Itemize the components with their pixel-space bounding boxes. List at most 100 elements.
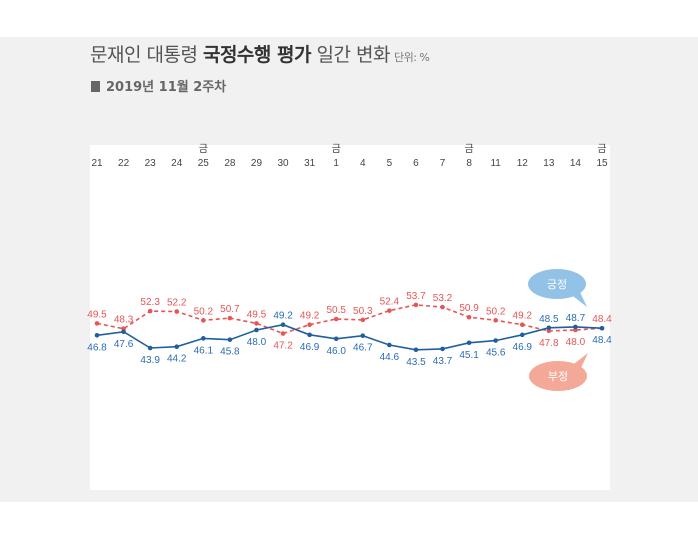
page-title: 문재인 대통령 국정수행 평가 일간 변화 단위: % [90,40,430,67]
x-tick-label: 25 [198,158,210,169]
positive-data-label: 49.2 [273,311,293,322]
positive-data-label: 46.7 [353,343,373,354]
positive-data-label: 46.0 [326,346,346,357]
x-tick-label: 22 [118,158,130,169]
positive-data-label: 48.7 [566,313,586,324]
title-light: 문재인 대통령 [90,44,198,66]
x-tick-label: 29 [251,158,263,169]
friday-marker: 금 [597,143,606,155]
plot-area [90,145,610,490]
negative-series-point [201,318,206,323]
friday-marker: 금 [332,143,341,155]
x-tick-label: 21 [91,158,103,169]
positive-data-label: 46.8 [87,342,107,353]
negative-data-label: 50.5 [326,305,346,316]
positive-data-label: 48.4 [592,335,612,346]
negative-data-label: 49.5 [247,309,267,320]
negative-data-label: 47.2 [273,341,293,352]
negative-data-label: 49.2 [300,311,320,322]
positive-data-label: 43.7 [433,356,453,367]
x-tick-label: 31 [304,158,316,169]
positive-data-label: 43.5 [406,357,426,368]
subtitle: 2019년 11월 2주차 [91,76,226,95]
positive-series-point [121,329,126,335]
positive-series-point [387,342,392,348]
negative-data-label: 50.9 [459,303,479,314]
positive-data-label: 46.1 [194,345,214,356]
positive-series-point [307,332,312,338]
negative-data-label: 47.8 [539,338,559,349]
negative-data-label: 50.7 [220,304,240,315]
x-tick-label: 12 [517,158,529,169]
negative-series-point [147,308,153,314]
negative-data-label: 50.3 [353,306,373,317]
negative-series-point [94,321,100,326]
positive-series-point [94,332,100,338]
negative-series-point [519,322,525,328]
negative-data-label: 49.2 [513,311,533,322]
x-tick-label: 5 [387,158,393,169]
negative-data-label: 52.4 [380,297,400,308]
positive-series-point [599,325,605,331]
negative-series-point [307,322,312,328]
negative-data-label: 53.7 [406,291,426,302]
positive-series-point [174,344,180,350]
negative-data-label: 53.2 [433,293,453,304]
negative-series-point [280,331,286,336]
negative-data-label: 50.2 [194,306,214,317]
positive-series-point [227,337,233,342]
positive-series-point [466,340,472,346]
x-tick-label: 6 [413,158,419,169]
negative-legend-label: 부정 [548,370,568,383]
negative-series-point [333,316,339,322]
negative-series-point [254,321,259,326]
positive-series-point [280,322,286,328]
positive-data-label: 47.6 [114,339,134,350]
negative-bubble [529,361,587,391]
x-tick-label: 23 [145,158,157,169]
positive-data-label: 46.9 [513,342,533,353]
positive-series-point [440,346,445,352]
positive-series-point [147,345,153,351]
negative-series-point [227,315,233,321]
negative-data-label: 48.3 [114,315,134,326]
negative-series-point [466,314,472,320]
positive-series-point [333,336,339,342]
x-tick-label: 13 [543,158,555,169]
x-tick-label: 11 [490,158,501,169]
negative-data-label: 49.5 [87,309,107,320]
x-tick-label: 1 [333,158,339,169]
positive-series-line [96,323,603,351]
positive-series-point [360,333,366,339]
positive-series-point [519,332,525,338]
positive-data-label: 45.6 [486,348,506,359]
x-tick-label: 24 [171,158,183,169]
friday-marker: 금 [199,143,208,155]
positive-bubble [528,269,586,299]
positive-data-label: 48.0 [247,337,267,348]
unit-label: 단위: % [393,51,430,64]
positive-data-label: 46.9 [300,342,320,353]
negative-series-point [413,302,419,308]
title-tail: 일간 변화 [316,44,391,66]
positive-data-label: 48.5 [539,314,559,325]
positive-legend-label: 긍정 [547,278,567,291]
negative-series-point [387,308,392,313]
positive-series-point [546,325,552,331]
negative-data-label: 52.2 [167,298,187,309]
positive-series-point [573,324,578,330]
x-tick-label: 8 [466,158,472,169]
negative-data-label: 48.0 [566,337,586,348]
positive-series-point [201,336,206,341]
x-tick-label: 30 [277,158,289,169]
x-tick-label: 7 [440,158,446,169]
negative-data-label: 48.4 [592,314,612,325]
title-bold: 국정수행 평가 [202,44,312,66]
x-tick-label: 4 [360,158,366,169]
positive-data-label: 43.9 [140,355,160,366]
friday-marker: 금 [465,143,474,155]
subtitle-text: 2019년 11월 2주차 [106,80,227,95]
x-tick-label: 15 [596,158,608,169]
x-tick-label: 28 [224,158,236,169]
